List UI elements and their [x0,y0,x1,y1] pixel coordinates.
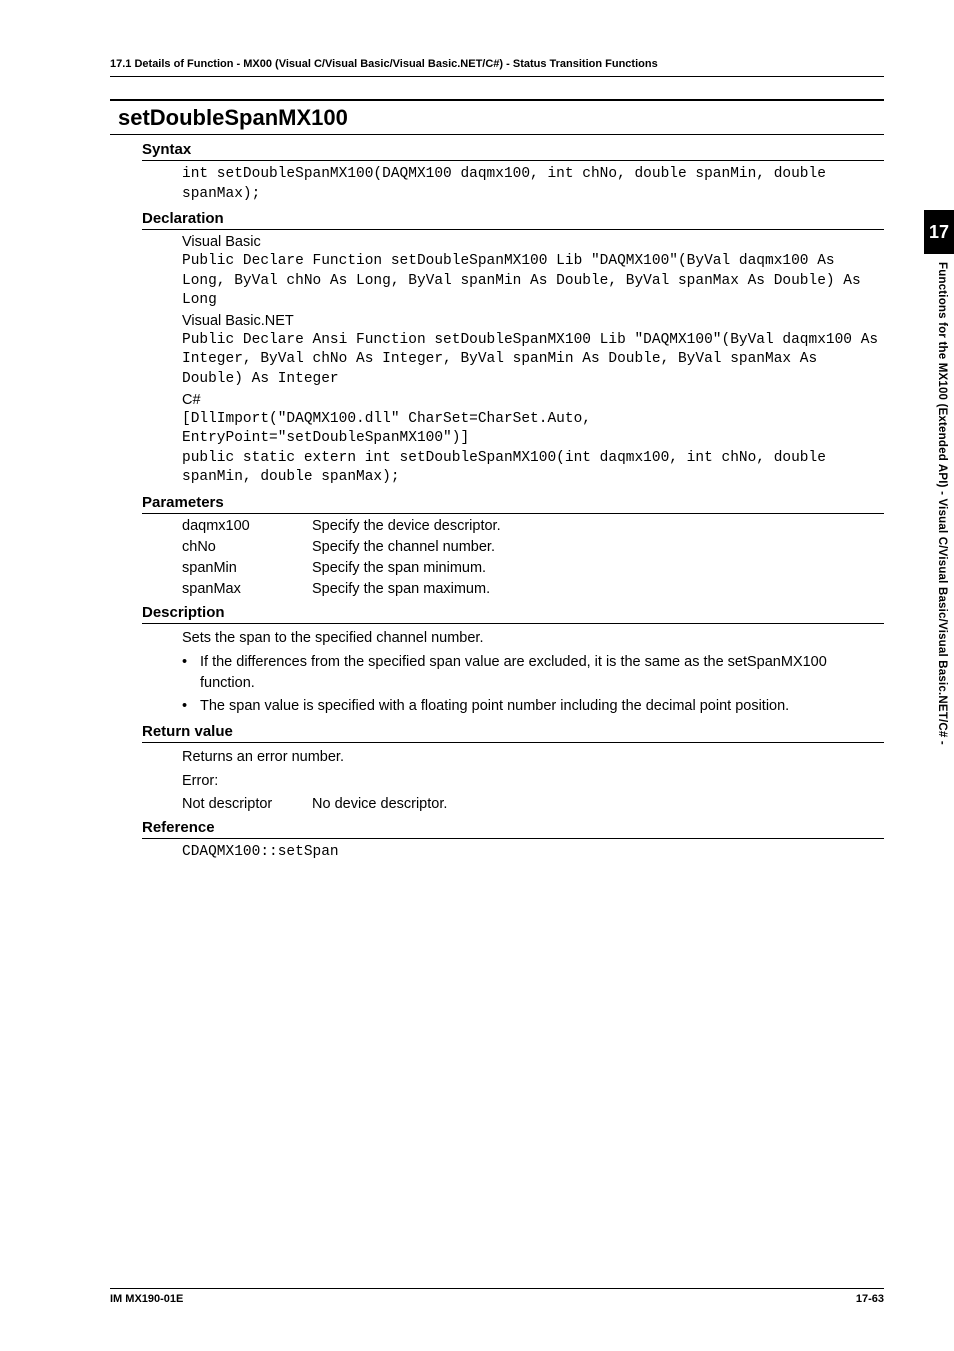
footer-page-number: 17-63 [856,1293,884,1305]
description-intro: Sets the span to the specified channel n… [182,628,884,648]
param-name: spanMin [182,560,312,576]
footer-doc-id: IM MX190-01E [110,1293,183,1305]
param-name: chNo [182,539,312,555]
cs-code: [DllImport("DAQMX100.dll" CharSet=CharSe… [182,410,884,488]
bullet-text: If the differences from the specified sp… [200,652,884,694]
param-desc: Specify the span maximum. [312,581,490,597]
cs-label: C# [182,392,884,408]
function-title-container: setDoubleSpanMX100 [110,99,884,135]
param-row: spanMax Specify the span maximum. [182,581,884,597]
parameters-heading: Parameters [142,492,884,514]
syntax-heading: Syntax [142,139,884,161]
return-heading: Return value [142,721,884,743]
parameters-table: daqmx100 Specify the device descriptor. … [182,518,884,597]
param-row: chNo Specify the channel number. [182,539,884,555]
reference-heading: Reference [142,817,884,839]
param-row: spanMin Specify the span minimum. [182,560,884,576]
vbnet-code: Public Declare Ansi Function setDoubleSp… [182,331,884,390]
error-name: Not descriptor [182,796,312,812]
param-name: spanMax [182,581,312,597]
function-title: setDoubleSpanMX100 [110,105,884,131]
error-desc: No device descriptor. [312,796,447,812]
bullet-text: The span value is specified with a float… [200,696,884,717]
param-row: daqmx100 Specify the device descriptor. [182,518,884,534]
return-line: Error: [182,771,884,791]
declaration-heading: Declaration [142,208,884,230]
bullet-icon: • [182,696,200,717]
param-desc: Specify the channel number. [312,539,495,555]
vbnet-label: Visual Basic.NET [182,313,884,329]
description-bullet: • The span value is specified with a flo… [182,696,884,717]
return-line: Returns an error number. [182,747,884,767]
return-error-row: Not descriptor No device descriptor. [182,796,884,812]
param-name: daqmx100 [182,518,312,534]
vb-code: Public Declare Function setDoubleSpanMX1… [182,252,884,311]
reference-code: CDAQMX100::setSpan [182,843,884,863]
chapter-side-label: Functions for the MX100 (Extended API) -… [936,262,948,745]
running-header: 17.1 Details of Function - MX00 (Visual … [110,58,884,77]
param-desc: Specify the device descriptor. [312,518,501,534]
syntax-code: int setDoubleSpanMX100(DAQMX100 daqmx100… [182,165,884,204]
chapter-tab: 17 [924,210,954,254]
bullet-icon: • [182,652,200,694]
page-footer: IM MX190-01E 17-63 [110,1288,884,1305]
description-bullet: • If the differences from the specified … [182,652,884,694]
description-heading: Description [142,602,884,624]
param-desc: Specify the span minimum. [312,560,486,576]
vb-label: Visual Basic [182,234,884,250]
